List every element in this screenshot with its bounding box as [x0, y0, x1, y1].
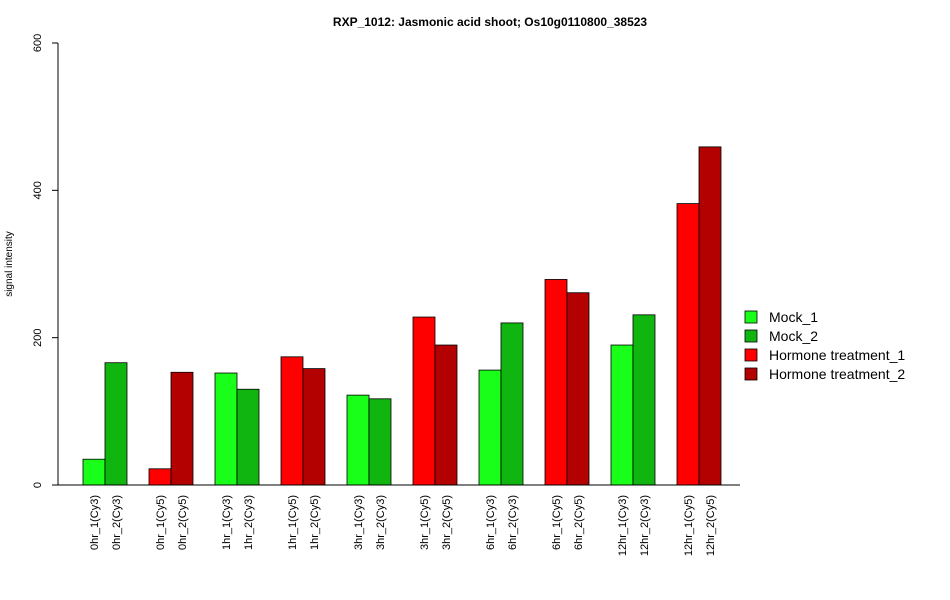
bar [632, 314, 656, 486]
x-tick-label: 6hr_1(Cy3) [485, 495, 497, 550]
x-tick-label: 0hr_1(Cy5) [155, 495, 167, 550]
legend-swatch [744, 367, 758, 381]
x-tick-label: 1hr_2(Cy3) [243, 495, 255, 550]
bar [346, 394, 370, 486]
x-tick-label: 1hr_2(Cy5) [309, 495, 321, 550]
bar [82, 458, 106, 486]
bar [434, 344, 458, 486]
legend-label: Hormone treatment_2 [769, 366, 905, 382]
x-tick-label: 12hr_2(Cy5) [705, 495, 717, 556]
x-tick-label: 0hr_1(Cy3) [89, 495, 101, 550]
y-tick-label: 400 [32, 181, 44, 199]
bar [170, 371, 194, 486]
bar [104, 362, 128, 486]
x-tick-label: 0hr_2(Cy5) [177, 495, 189, 550]
x-tick-label: 1hr_1(Cy5) [287, 495, 299, 550]
legend-swatch [744, 329, 758, 343]
bar [676, 203, 700, 486]
bar [280, 356, 304, 486]
bar [610, 344, 634, 486]
x-tick-label: 12hr_1(Cy3) [617, 495, 629, 556]
bar [148, 468, 172, 486]
bar [368, 398, 392, 486]
bar [544, 279, 568, 486]
bar [566, 292, 590, 486]
chart-title: RXP_1012: Jasmonic acid shoot; Os10g0110… [333, 15, 648, 29]
x-tick-label: 3hr_1(Cy3) [353, 495, 365, 550]
legend-swatch [744, 348, 758, 362]
legend-label: Hormone treatment_1 [769, 347, 905, 363]
legend-swatch [744, 310, 758, 324]
legend: Mock_1 Mock_2 Hormone treatment_1 Hormone t… [744, 309, 905, 382]
y-axis-label: signal intensity [4, 231, 15, 297]
legend-label: Mock_1 [769, 309, 818, 325]
x-axis-labels: 0hr_1(Cy3) 0hr_2(Cy3) 0hr_1(Cy5) 0hr_2(Cy5)… [89, 495, 717, 556]
y-tick-label: 0 [32, 482, 44, 488]
x-tick-label: 6hr_2(Cy3) [507, 495, 519, 550]
bar [236, 388, 260, 486]
x-tick-label: 3hr_2(Cy3) [375, 495, 387, 550]
y-tick-label: 600 [32, 34, 44, 52]
x-tick-label: 3hr_2(Cy5) [441, 495, 453, 550]
x-tick-label: 3hr_1(Cy5) [419, 495, 431, 550]
bar [478, 369, 502, 486]
bars [82, 146, 722, 486]
x-tick-label: 6hr_1(Cy5) [551, 495, 563, 550]
x-tick-label: 12hr_1(Cy5) [683, 495, 695, 556]
x-tick-label: 0hr_2(Cy3) [111, 495, 123, 550]
x-tick-label: 6hr_2(Cy5) [573, 495, 585, 550]
x-tick-label: 12hr_2(Cy3) [639, 495, 651, 556]
legend-label: Mock_2 [769, 328, 818, 344]
y-axis: 0 200 400 600 [32, 34, 59, 488]
y-tick-label: 200 [32, 328, 44, 346]
bar [500, 322, 524, 486]
bar [412, 316, 436, 486]
bar [214, 372, 238, 486]
x-tick-label: 1hr_1(Cy3) [221, 495, 233, 550]
bar [302, 368, 326, 486]
bar [698, 146, 722, 486]
